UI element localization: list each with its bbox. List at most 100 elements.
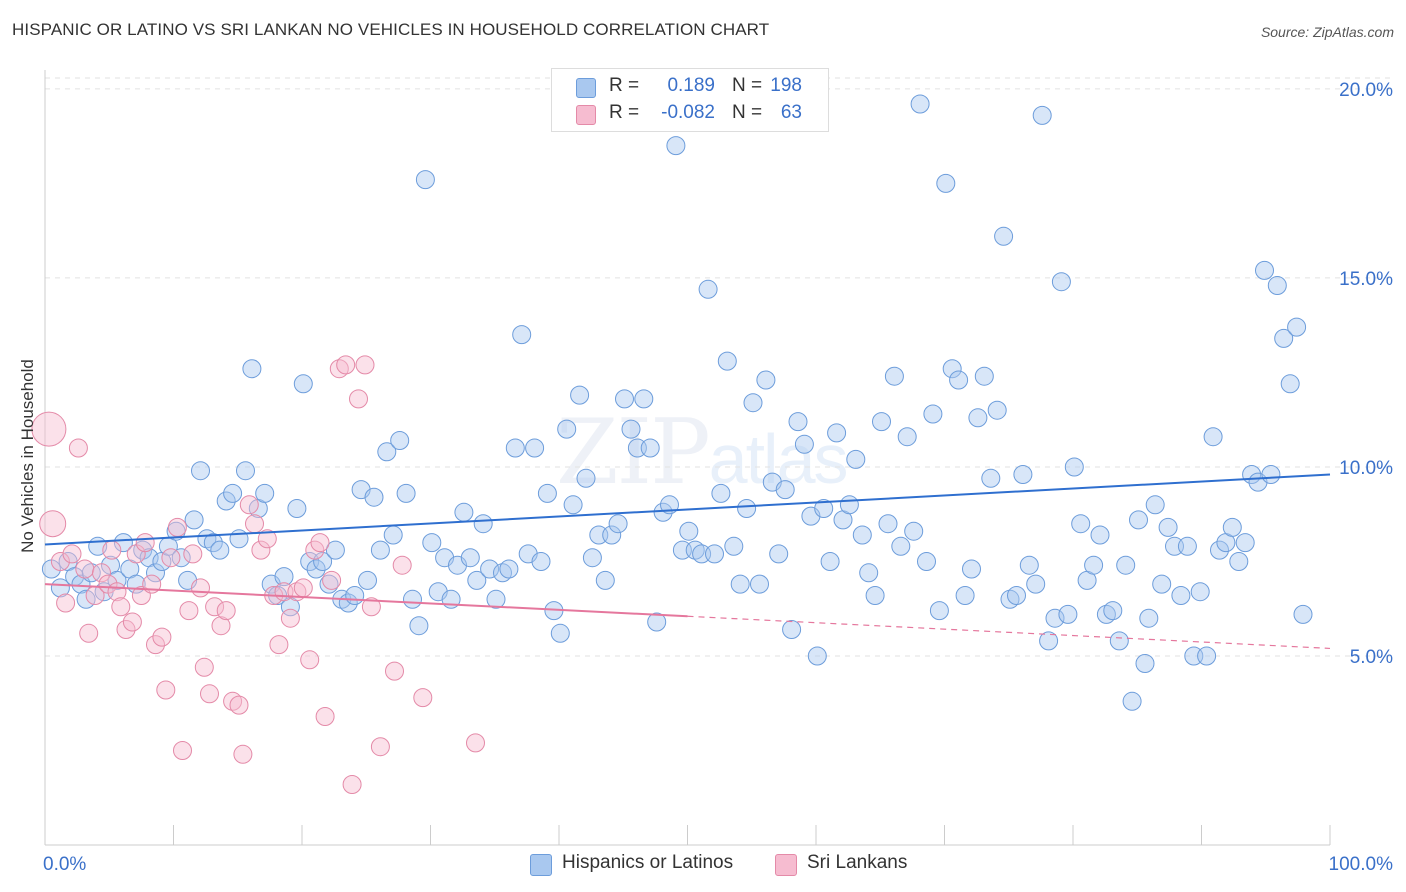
hispanic-point	[358, 570, 377, 590]
hispanic-point	[531, 552, 551, 571]
srilankan-point	[183, 544, 203, 564]
hispanic-point	[197, 529, 217, 549]
hispanic-point	[1103, 601, 1123, 621]
hispanic-point	[403, 589, 422, 609]
y-axis-label: No Vehicles in Household	[18, 359, 37, 553]
r-value: -0.082	[661, 102, 715, 123]
hispanic-point	[364, 487, 384, 507]
hispanic-point	[345, 586, 365, 605]
hispanic-point	[807, 646, 827, 666]
srilankan-point	[116, 620, 136, 639]
source-label: Source: ZipAtlas.com	[1260, 24, 1394, 40]
srilankan-point	[75, 559, 95, 579]
hispanic-point	[923, 404, 943, 424]
hispanic-point	[1280, 374, 1300, 394]
srilankan-swatch	[576, 105, 596, 125]
hispanic-point	[1203, 427, 1223, 447]
hispanic-points	[41, 94, 1313, 711]
chart-title: HISPANIC OR LATINO VS SRI LANKAN NO VEHI…	[12, 20, 770, 39]
srilankan-point	[329, 359, 349, 379]
hispanic-point	[537, 483, 557, 503]
hispanic-point	[255, 483, 275, 503]
hispanic-point	[512, 325, 532, 345]
hispanic-point	[525, 438, 545, 458]
hispanic-point	[846, 449, 866, 469]
hispanic-point	[859, 563, 879, 583]
srilankan-point	[233, 744, 253, 764]
hispanic-point	[1039, 631, 1059, 651]
srilankan-point	[92, 563, 111, 583]
hispanic-point	[306, 559, 326, 579]
srilankan-point	[251, 540, 271, 560]
hispanic-point	[191, 461, 210, 481]
srilankan-point	[466, 733, 485, 753]
r-label: R =	[609, 102, 640, 123]
hispanic-point	[955, 586, 975, 605]
hispanic-point	[1032, 105, 1052, 125]
srilankan-point	[167, 517, 187, 537]
n-value: 63	[780, 102, 802, 123]
hispanic-point	[968, 408, 988, 428]
hispanic-point	[274, 567, 294, 587]
hispanic-point	[422, 533, 442, 553]
hispanic-point	[454, 502, 474, 522]
hispanic-point	[839, 495, 859, 515]
hispanic-point	[679, 521, 699, 541]
hispanic-point	[698, 279, 718, 299]
srilankan-point	[280, 608, 300, 628]
srilankan-point	[173, 741, 192, 760]
hispanic-point	[563, 495, 583, 515]
srilankan-point	[161, 548, 181, 568]
watermark: ZIPatlas	[556, 400, 849, 505]
hispanic-swatch	[576, 78, 596, 98]
hispanic-point	[1026, 574, 1046, 594]
n-value: 198	[770, 75, 802, 96]
hispanic-point	[1255, 260, 1274, 280]
srilankan-point	[322, 570, 342, 590]
srilankan-point	[50, 552, 70, 571]
hispanic-point	[602, 525, 622, 545]
srilankan-point	[361, 597, 381, 617]
hispanic-point	[917, 552, 936, 571]
srilankan-point	[152, 627, 172, 647]
hispanic-point	[1261, 465, 1281, 484]
hispanic-point	[377, 442, 397, 462]
hispanic-point	[891, 536, 911, 556]
y-tick-label: 10.0%	[1339, 458, 1393, 479]
hispanic-point	[467, 570, 487, 590]
hispanic-point	[409, 616, 429, 636]
srilankan-point	[102, 540, 122, 560]
hispanic-point	[711, 483, 731, 503]
srilankan-point	[191, 578, 210, 598]
hispanic-point	[878, 514, 898, 534]
hispanic-point	[383, 525, 403, 545]
hispanic-point	[852, 525, 872, 545]
srilankan-point	[257, 529, 277, 549]
srilankan-point	[342, 775, 362, 794]
hispanic-point	[293, 374, 313, 394]
stats-legend: R = 0.189 N = 198 R = -0.082 N = 63	[551, 68, 829, 132]
hispanic-point	[216, 491, 236, 511]
srilankan-point	[370, 737, 390, 757]
hispanic-point	[962, 559, 981, 579]
srilankan-point	[194, 657, 214, 677]
hispanic-point	[1071, 514, 1091, 534]
hispanic-point	[486, 589, 506, 609]
n-label: N =	[732, 102, 763, 123]
srilankan-point	[310, 533, 330, 553]
hispanic-point	[1051, 272, 1071, 292]
srilankan-point	[229, 695, 249, 715]
hispanic-trend-line	[44, 473, 1331, 546]
hispanic-point	[1235, 533, 1255, 553]
hispanic-point	[242, 359, 262, 379]
hispanic-point	[1145, 495, 1165, 515]
hispanic-point	[184, 510, 204, 530]
hispanic-point	[634, 389, 654, 409]
hispanic-point	[1293, 604, 1313, 624]
hispanic-point	[146, 563, 165, 583]
hispanic-point	[910, 94, 930, 114]
hispanic-point	[1190, 582, 1210, 602]
hispanic-point	[1007, 586, 1026, 605]
y-tick-label: 20.0%	[1339, 80, 1393, 101]
